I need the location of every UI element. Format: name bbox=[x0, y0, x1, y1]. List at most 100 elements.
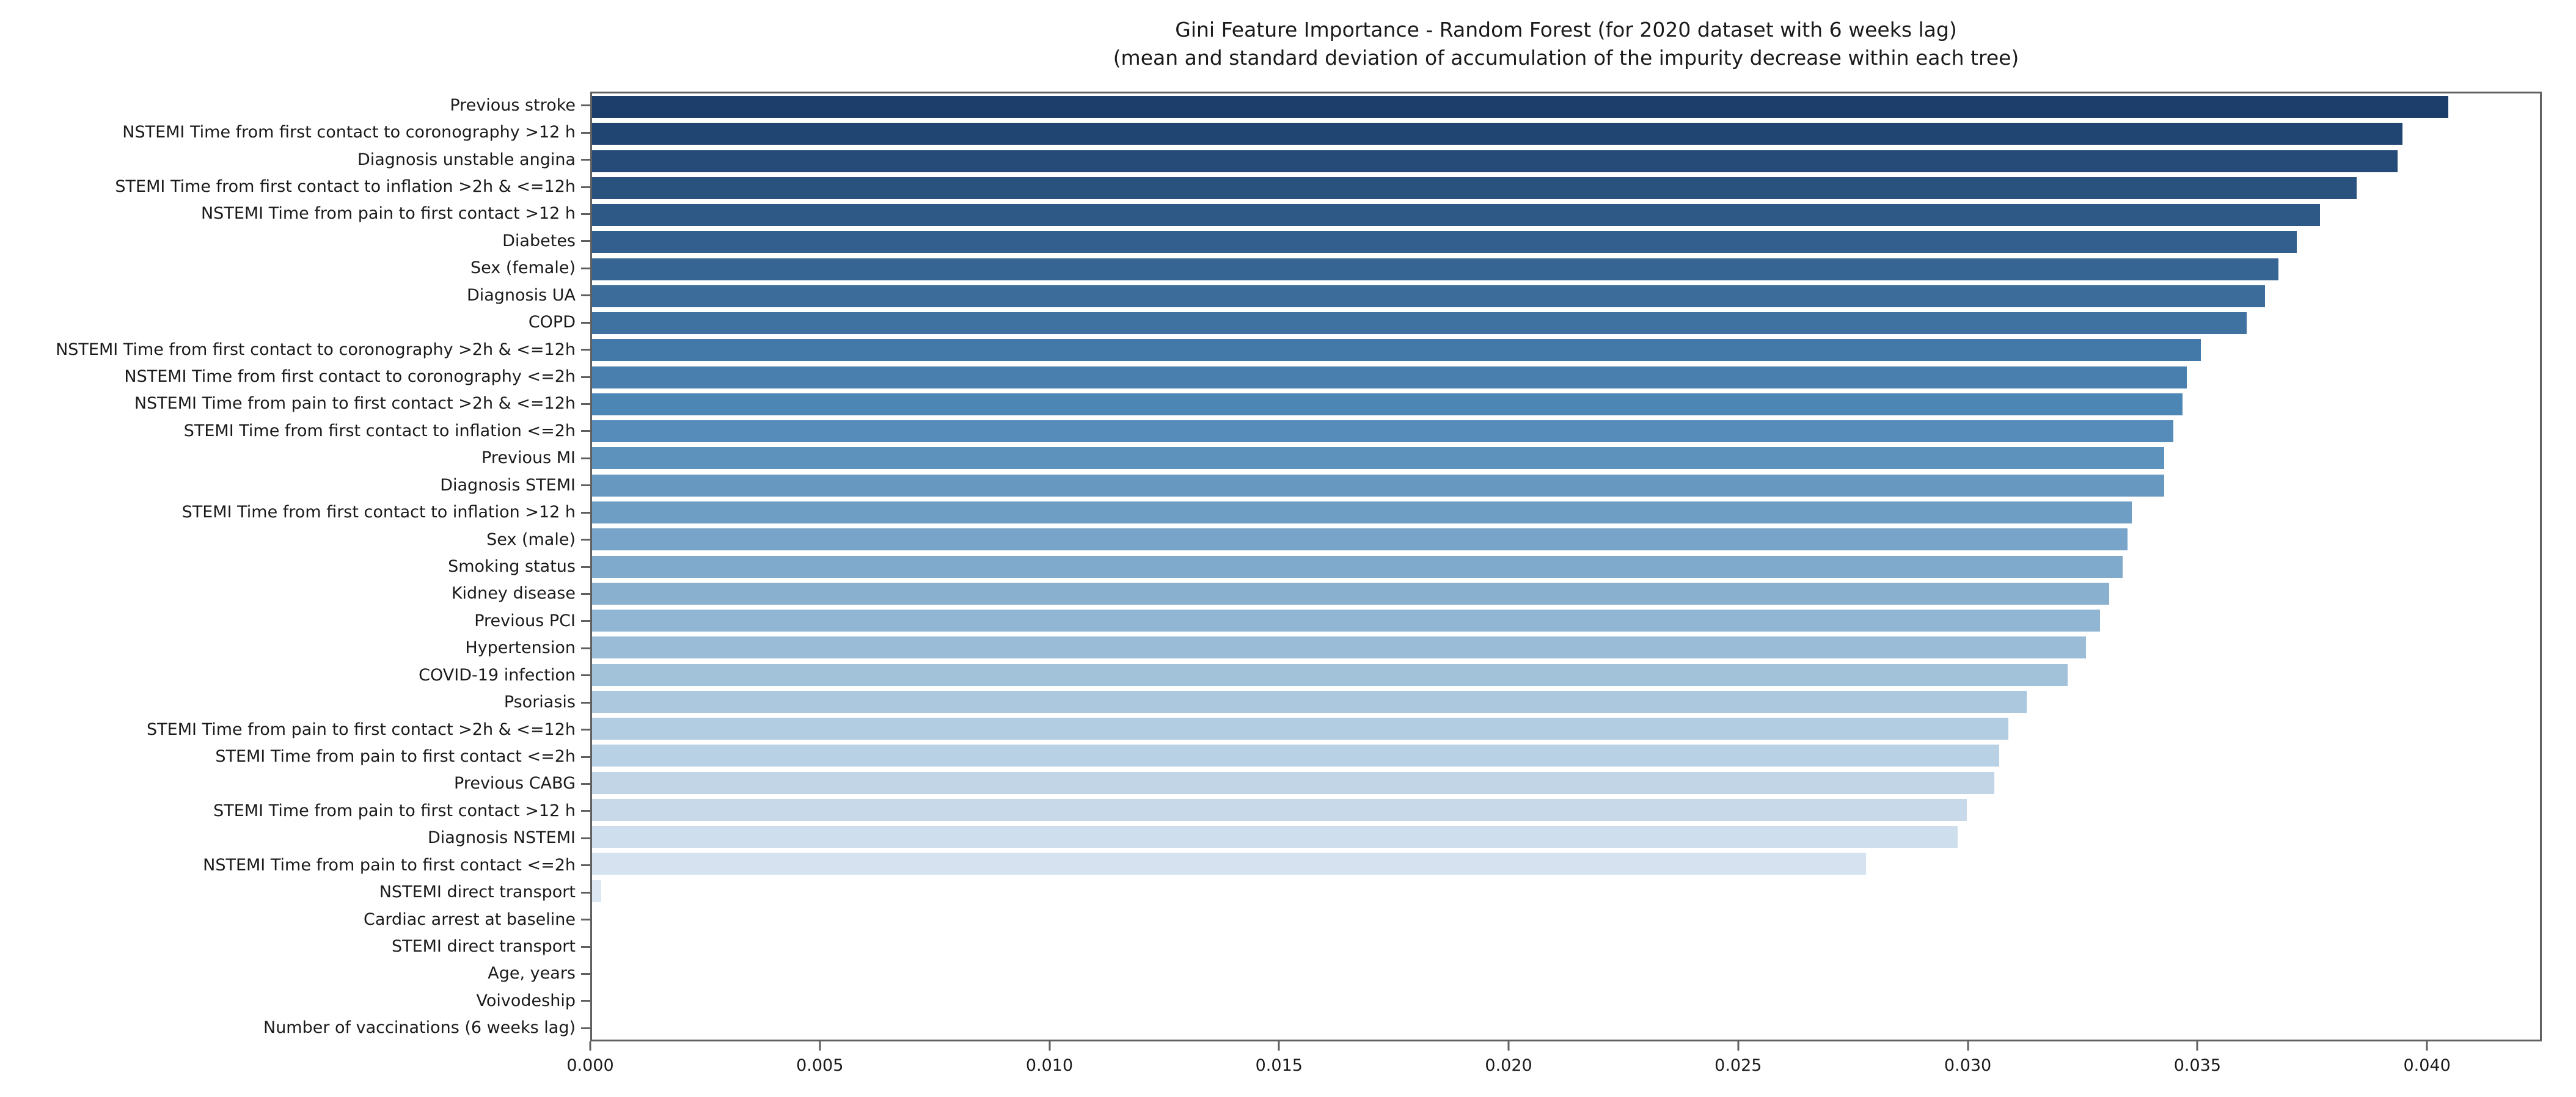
importance-bar bbox=[592, 853, 1867, 875]
importance-bar bbox=[592, 150, 2398, 172]
importance-bar bbox=[592, 447, 2164, 470]
importance-bar bbox=[592, 745, 1999, 767]
y-tick-mark bbox=[581, 376, 590, 378]
importance-bar bbox=[592, 636, 2087, 659]
importance-bar bbox=[592, 420, 2173, 443]
y-tick-mark bbox=[581, 729, 590, 731]
x-axis: 0.000 0.005 0.010 0.015 0.020 0.025 0.030 0.035… bbox=[566, 1041, 2542, 1096]
importance-bar bbox=[592, 690, 2027, 713]
y-axis-label: STEMI Time from first contact to inflati… bbox=[115, 177, 576, 196]
chart-title-line1: Gini Feature Importance - Random Forest … bbox=[1175, 18, 1957, 42]
y-tick-mark bbox=[581, 159, 590, 161]
y-tick-mark bbox=[581, 946, 590, 948]
y-axis-label: NSTEMI Time from first contact to corono… bbox=[56, 340, 576, 359]
x-tick-label: 0.010 bbox=[1025, 1056, 1074, 1075]
x-tick-label: 0.040 bbox=[2403, 1056, 2451, 1075]
importance-bar bbox=[592, 204, 2320, 227]
y-axis-ticks bbox=[579, 92, 590, 1041]
y-axis-label: STEMI direct transport bbox=[391, 936, 576, 956]
y-axis-label: NSTEMI Time from pain to first contact <… bbox=[203, 855, 576, 875]
x-tick-label: 0.030 bbox=[1944, 1056, 1992, 1075]
importance-bar bbox=[592, 880, 601, 902]
y-tick-mark bbox=[581, 810, 590, 812]
y-tick-mark bbox=[581, 186, 590, 188]
importance-bar bbox=[592, 798, 1967, 821]
x-tick-mark bbox=[1507, 1041, 1510, 1051]
y-axis-label: Diagnosis unstable angina bbox=[357, 150, 576, 169]
y-axis-label: Previous stroke bbox=[450, 95, 576, 115]
importance-bar bbox=[592, 339, 2201, 362]
y-axis-label: NSTEMI Time from first contact to corono… bbox=[122, 123, 576, 142]
y-axis-label: NSTEMI Time from first contact to corono… bbox=[124, 366, 576, 386]
bars-container bbox=[592, 93, 2540, 1040]
x-tick-label: 0.025 bbox=[1714, 1056, 1762, 1075]
y-tick-mark bbox=[581, 756, 590, 758]
x-tick-mark bbox=[2196, 1041, 2198, 1051]
importance-bar bbox=[592, 393, 2183, 415]
y-axis-label: STEMI Time from pain to first contact >2… bbox=[147, 720, 576, 739]
y-tick-mark bbox=[581, 321, 590, 324]
y-axis-label: Number of vaccinations (6 weeks lag) bbox=[263, 1018, 576, 1038]
y-tick-mark bbox=[581, 267, 590, 269]
y-axis-label: Kidney disease bbox=[451, 584, 576, 603]
y-tick-mark bbox=[581, 620, 590, 622]
x-tick-label: 0.000 bbox=[566, 1056, 614, 1075]
y-tick-mark bbox=[581, 864, 590, 867]
y-axis-label: Sex (female) bbox=[470, 258, 576, 278]
y-axis-labels: Previous stroke NSTEMI Time from first co… bbox=[0, 92, 576, 1041]
x-tick-mark bbox=[1048, 1041, 1051, 1051]
y-axis-label: STEMI Time from pain to first contact <=… bbox=[215, 746, 576, 766]
importance-bar bbox=[592, 555, 2123, 578]
importance-bar bbox=[592, 285, 2265, 307]
y-axis-label: Psoriasis bbox=[503, 693, 576, 712]
importance-bar bbox=[592, 96, 2448, 118]
importance-bar bbox=[592, 123, 2402, 145]
y-axis-label: STEMI Time from first contact to inflati… bbox=[181, 503, 576, 522]
x-tick-label: 0.015 bbox=[1255, 1056, 1303, 1075]
y-tick-mark bbox=[581, 972, 590, 975]
y-axis-label: Diagnosis NSTEMI bbox=[428, 828, 576, 848]
importance-bar bbox=[592, 258, 2279, 280]
x-tick-label: 0.035 bbox=[2173, 1056, 2221, 1075]
y-axis-label: Voivodeship bbox=[476, 991, 576, 1010]
importance-bar bbox=[592, 312, 2247, 335]
x-tick-mark bbox=[1967, 1041, 1969, 1051]
importance-bar bbox=[592, 610, 2100, 632]
importance-bar bbox=[592, 177, 2357, 199]
y-tick-mark bbox=[581, 782, 590, 785]
importance-bar bbox=[592, 826, 1958, 848]
y-axis-label: Age, years bbox=[488, 964, 576, 983]
y-axis-label: Smoking status bbox=[448, 556, 576, 576]
y-tick-mark bbox=[581, 240, 590, 242]
y-axis-label: NSTEMI Time from pain to first contact >… bbox=[134, 394, 576, 414]
chart-title: Gini Feature Importance - Random Forest … bbox=[590, 16, 2542, 72]
importance-bar bbox=[592, 501, 2132, 523]
y-tick-mark bbox=[581, 104, 590, 107]
y-tick-mark bbox=[581, 294, 590, 297]
y-tick-mark bbox=[581, 349, 590, 351]
y-axis-label: Previous PCI bbox=[474, 611, 576, 630]
y-tick-mark bbox=[581, 430, 590, 432]
y-axis-label: NSTEMI Time from pain to first contact >… bbox=[200, 204, 576, 224]
y-axis-label: COVID-19 infection bbox=[419, 665, 576, 685]
importance-bar bbox=[592, 771, 1995, 794]
y-axis-label: Diagnosis UA bbox=[466, 285, 576, 305]
y-tick-mark bbox=[581, 213, 590, 215]
y-tick-mark bbox=[581, 566, 590, 568]
x-tick-mark bbox=[1278, 1041, 1280, 1051]
y-axis-label: Diagnosis STEMI bbox=[440, 475, 576, 495]
y-axis-label: COPD bbox=[528, 313, 576, 332]
importance-bar bbox=[592, 718, 2008, 740]
y-axis-label: STEMI Time from pain to first contact >1… bbox=[213, 801, 576, 820]
importance-bar bbox=[592, 231, 2297, 253]
x-tick-mark bbox=[1737, 1041, 1740, 1051]
y-tick-mark bbox=[581, 1000, 590, 1002]
y-axis-label: Previous MI bbox=[481, 448, 576, 468]
x-tick-mark bbox=[2426, 1041, 2428, 1051]
y-tick-mark bbox=[581, 1027, 590, 1029]
x-tick-mark bbox=[589, 1041, 591, 1051]
plot-area bbox=[590, 92, 2542, 1041]
y-tick-mark bbox=[581, 539, 590, 541]
y-axis-label: Sex (male) bbox=[486, 530, 576, 549]
